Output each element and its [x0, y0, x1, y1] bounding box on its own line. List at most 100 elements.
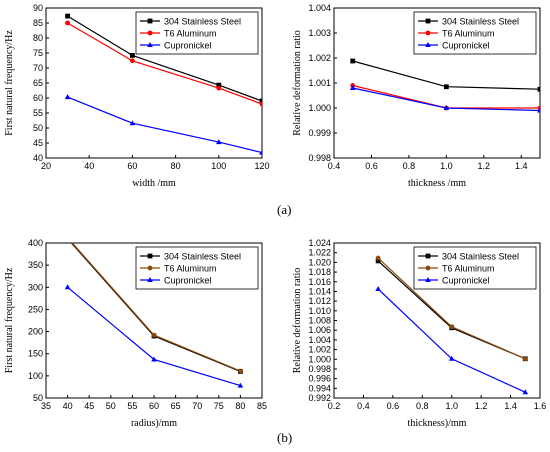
plot-series [64, 235, 244, 388]
series-line-3 [67, 96, 262, 154]
data-point [350, 58, 356, 64]
data-point [449, 324, 455, 330]
y-tick-label: 100 [28, 371, 43, 381]
y-tick-label: 1.014 [308, 286, 331, 296]
x-tick-label: 60 [149, 401, 159, 411]
x-tick-label: 1.2 [475, 401, 488, 411]
x-tick-label: 40 [63, 401, 73, 411]
y-tick-label: 150 [28, 349, 43, 359]
y-tick-label: 45 [33, 138, 43, 148]
series-line-3 [377, 288, 526, 393]
y-tick-label: 80 [33, 33, 43, 43]
x-tick-label: 55 [127, 401, 137, 411]
data-point [443, 105, 450, 110]
y-tick-label: 1.006 [308, 325, 331, 335]
x-tick-label: 1.2 [478, 161, 491, 171]
y-tick-label: 400 [28, 238, 43, 248]
y-tick-label: 0.998 [308, 364, 331, 374]
y-tick-label: 1.008 [308, 316, 331, 326]
y-tick-label: 40 [33, 153, 43, 163]
x-tick-label: 60 [127, 161, 137, 171]
x-tick-label: 1.0 [440, 161, 453, 171]
legend-label: Cupronickel [164, 276, 212, 286]
data-point [375, 286, 381, 292]
x-axis-label: radius)/mm [131, 418, 177, 429]
y-axis-label: Relative deformation ratio [292, 30, 303, 136]
data-point [238, 368, 243, 374]
y-tick-label: 1.022 [308, 248, 331, 258]
legend-marker [147, 277, 153, 282]
legend-marker [147, 265, 153, 271]
x-tick-label: 35 [41, 401, 51, 411]
x-tick-label: 70 [192, 401, 202, 411]
y-tick-label: 1.010 [308, 306, 331, 316]
data-point [443, 84, 449, 90]
x-tick-label: 80 [171, 161, 181, 171]
x-tick-label: 0.4 [357, 401, 370, 411]
data-point [65, 20, 70, 26]
legend-marker [425, 18, 431, 24]
data-point [259, 101, 262, 107]
y-tick-label: 1.000 [308, 354, 331, 364]
y-tick-label: 0.994 [308, 383, 331, 393]
data-point [64, 284, 71, 290]
y-tick-label: 200 [28, 327, 43, 337]
legend-label: T6 Aluminum [164, 29, 217, 39]
data-point [259, 98, 262, 104]
x-tick-label: 85 [257, 401, 267, 411]
y-tick-label: 0.996 [308, 374, 331, 384]
data-point [65, 13, 70, 19]
y-tick-label: 1.020 [308, 257, 331, 267]
x-tick-label: 1.4 [504, 401, 517, 411]
data-point [216, 82, 222, 88]
y-axis-label: First natural frequency/Hz [4, 30, 15, 136]
legend-label: T6 Aluminum [442, 264, 495, 274]
legend-label: T6 Aluminum [442, 29, 495, 39]
plot-series [64, 13, 262, 155]
chart-3: 35 40 45 50 55 60 65 70 75 80 85 50 100 150 200 250 300 3… [4, 235, 267, 429]
y-tick-label: 1.003 [308, 28, 331, 38]
y-tick-label: 60 [33, 93, 43, 103]
legend-label: 304 Stainless Steel [164, 252, 241, 262]
data-point [375, 258, 381, 264]
x-tick-label: 20 [41, 161, 51, 171]
x-tick-label: 0.8 [416, 401, 429, 411]
legend-label: Cupronickel [442, 41, 490, 51]
x-tick-label: 45 [84, 401, 94, 411]
y-tick-label: 300 [28, 282, 43, 292]
legend-marker [425, 30, 431, 36]
x-axis-label: width /mm [132, 178, 176, 189]
data-point [349, 85, 356, 90]
y-tick-label: 85 [33, 18, 43, 28]
data-point [65, 235, 70, 240]
y-tick-label: 90 [33, 3, 43, 13]
data-point [537, 107, 540, 113]
legend-marker [147, 42, 153, 47]
plot-series [375, 255, 529, 395]
data-point [64, 94, 71, 100]
y-tick-label: 1.002 [308, 53, 331, 63]
data-point [216, 85, 222, 91]
x-tick-label: 75 [214, 401, 224, 411]
y-tick-label: 1.012 [308, 296, 331, 306]
legend-box [135, 11, 259, 55]
data-point [216, 139, 222, 145]
series-line-2 [67, 22, 262, 105]
data-point [130, 53, 135, 58]
y-tick-label: 1.000 [308, 103, 331, 113]
data-point [522, 356, 528, 362]
chart-1: 20 40 60 80 100 1204045505560657075808590widt… [4, 3, 270, 189]
legend-label: Cupronickel [164, 41, 212, 51]
x-tick-label: 0.2 [328, 401, 341, 411]
x-axis-label: thickness)/mm [408, 418, 467, 429]
x-tick-label: 120 [254, 161, 269, 171]
y-tick-label: 350 [28, 260, 43, 270]
y-tick-label: 1.002 [308, 345, 331, 355]
y-tick-label: 250 [28, 304, 43, 314]
y-tick-label: 1.016 [308, 277, 331, 287]
data-point [65, 236, 70, 241]
x-tick-label: 1.4 [515, 161, 528, 171]
data-point [375, 255, 381, 261]
panel-label-b: (b) [277, 430, 293, 445]
